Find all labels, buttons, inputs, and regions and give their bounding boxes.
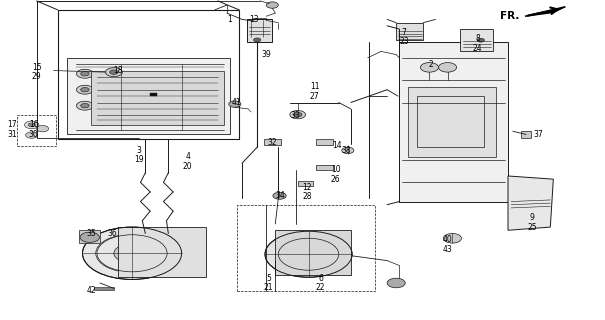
Polygon shape bbox=[508, 176, 554, 230]
Circle shape bbox=[36, 125, 48, 132]
Polygon shape bbox=[79, 230, 100, 243]
Bar bbox=[247, 19, 272, 42]
Text: 22: 22 bbox=[316, 283, 325, 292]
Circle shape bbox=[24, 121, 39, 129]
Circle shape bbox=[266, 2, 278, 8]
Text: 38: 38 bbox=[342, 146, 352, 155]
Bar bbox=[298, 181, 313, 186]
Circle shape bbox=[443, 234, 462, 243]
Text: 37: 37 bbox=[534, 130, 543, 139]
Text: 5: 5 bbox=[266, 274, 271, 283]
Text: 25: 25 bbox=[528, 223, 537, 232]
Circle shape bbox=[290, 110, 306, 119]
Polygon shape bbox=[399, 42, 508, 202]
Bar bbox=[460, 29, 493, 52]
Circle shape bbox=[80, 103, 89, 108]
Circle shape bbox=[76, 69, 93, 78]
Circle shape bbox=[439, 63, 457, 72]
Circle shape bbox=[25, 132, 38, 138]
Circle shape bbox=[293, 246, 324, 262]
Circle shape bbox=[387, 278, 405, 288]
Text: 43: 43 bbox=[443, 245, 453, 254]
Circle shape bbox=[80, 71, 89, 76]
Circle shape bbox=[273, 192, 286, 199]
Polygon shape bbox=[396, 23, 424, 40]
Text: 31: 31 bbox=[7, 130, 17, 139]
Text: 20: 20 bbox=[183, 162, 192, 171]
Text: 40: 40 bbox=[443, 236, 453, 244]
Bar bbox=[150, 93, 157, 96]
Text: 30: 30 bbox=[28, 130, 38, 139]
Text: 4: 4 bbox=[185, 152, 190, 161]
Text: 17: 17 bbox=[7, 120, 17, 129]
Text: 28: 28 bbox=[302, 192, 312, 201]
Text: 14: 14 bbox=[332, 141, 342, 150]
Circle shape bbox=[229, 101, 241, 107]
Circle shape bbox=[28, 123, 35, 127]
Text: 41: 41 bbox=[231, 98, 241, 107]
Text: 2: 2 bbox=[428, 60, 433, 69]
Circle shape bbox=[253, 38, 261, 42]
Text: 8: 8 bbox=[476, 34, 480, 43]
Text: 18: 18 bbox=[113, 66, 123, 75]
Text: 3: 3 bbox=[137, 146, 142, 155]
Circle shape bbox=[293, 112, 302, 117]
Circle shape bbox=[76, 85, 93, 94]
Circle shape bbox=[342, 147, 354, 154]
Text: 33: 33 bbox=[290, 111, 300, 120]
Text: 15: 15 bbox=[31, 63, 41, 72]
Text: 21: 21 bbox=[264, 283, 273, 292]
Circle shape bbox=[76, 101, 93, 110]
Text: 39: 39 bbox=[261, 50, 271, 59]
Text: 23: 23 bbox=[399, 37, 409, 46]
Text: 24: 24 bbox=[473, 44, 483, 53]
Circle shape bbox=[82, 227, 182, 279]
Circle shape bbox=[477, 38, 485, 42]
Circle shape bbox=[420, 63, 439, 72]
Text: 12: 12 bbox=[302, 183, 312, 192]
Text: 11: 11 bbox=[310, 82, 319, 91]
Bar bbox=[408, 86, 496, 157]
Circle shape bbox=[80, 232, 99, 243]
Text: FR.: FR. bbox=[500, 11, 519, 21]
Text: 36: 36 bbox=[107, 229, 117, 238]
Polygon shape bbox=[275, 230, 351, 275]
Text: 10: 10 bbox=[331, 165, 341, 174]
Bar bbox=[316, 165, 333, 170]
Text: 34: 34 bbox=[276, 191, 286, 200]
Polygon shape bbox=[67, 58, 230, 134]
Text: 16: 16 bbox=[28, 120, 38, 129]
Text: 42: 42 bbox=[86, 286, 96, 295]
Polygon shape bbox=[522, 131, 531, 138]
Polygon shape bbox=[91, 70, 224, 125]
Text: 1: 1 bbox=[227, 15, 232, 24]
Polygon shape bbox=[118, 227, 206, 276]
Text: 13: 13 bbox=[249, 15, 259, 24]
Text: 27: 27 bbox=[310, 92, 319, 100]
Text: 9: 9 bbox=[530, 213, 535, 222]
Circle shape bbox=[80, 87, 89, 92]
Bar bbox=[253, 18, 266, 23]
Bar bbox=[417, 96, 484, 147]
Circle shape bbox=[265, 231, 352, 277]
Polygon shape bbox=[525, 7, 566, 16]
Bar bbox=[316, 139, 333, 145]
Polygon shape bbox=[94, 286, 114, 290]
Circle shape bbox=[110, 70, 118, 74]
Text: 32: 32 bbox=[267, 138, 277, 147]
Text: 35: 35 bbox=[86, 229, 96, 238]
Text: 29: 29 bbox=[31, 72, 41, 82]
Bar bbox=[264, 139, 281, 145]
Text: 7: 7 bbox=[402, 28, 407, 37]
Circle shape bbox=[105, 68, 122, 76]
Text: 19: 19 bbox=[134, 156, 144, 164]
Text: 26: 26 bbox=[331, 175, 341, 184]
Circle shape bbox=[114, 244, 150, 263]
Text: 6: 6 bbox=[318, 274, 323, 283]
